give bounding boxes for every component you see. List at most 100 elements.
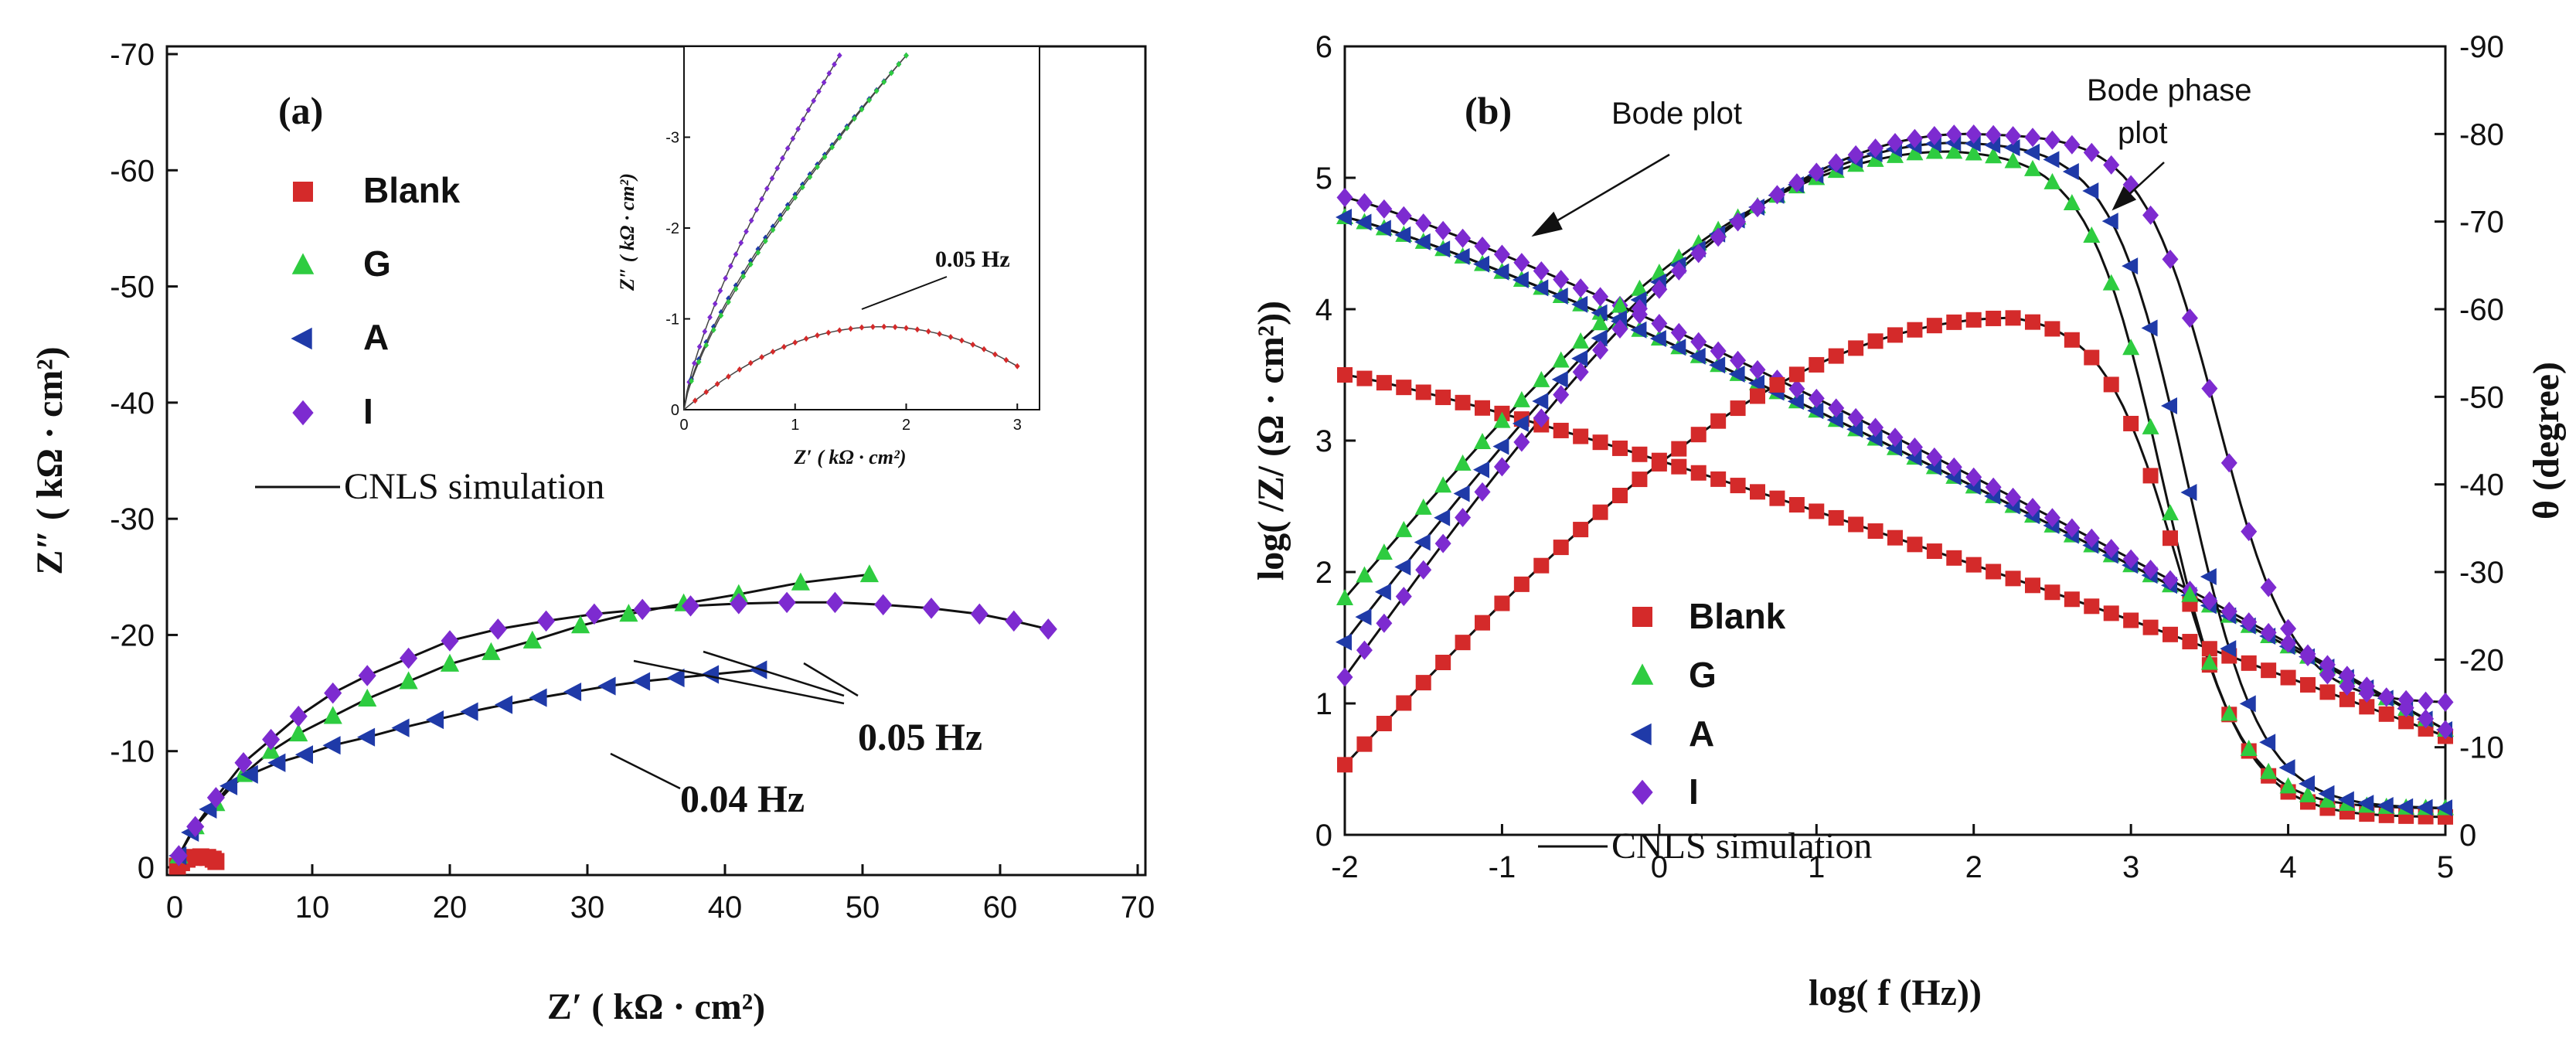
panel-b-y2-axis-title: θ (degree) xyxy=(2526,362,2567,519)
inset-point-blank xyxy=(726,373,731,380)
bode-point-a xyxy=(1709,356,1726,374)
bode-point-i xyxy=(1867,417,1884,438)
inset-point-blank xyxy=(937,331,942,338)
panel-b-annotation-bode: Bode plot xyxy=(1611,97,1742,131)
phase-point-a xyxy=(1414,533,1431,551)
bode-point-i xyxy=(1356,192,1373,213)
inset-point-g xyxy=(740,273,747,280)
phase-point-g xyxy=(1493,411,1511,428)
bode-point-blank xyxy=(2398,713,2414,730)
point-i xyxy=(633,598,652,621)
bode-point-i xyxy=(2024,498,2041,518)
point-a xyxy=(563,682,582,702)
bode-point-blank xyxy=(2005,570,2021,587)
inset-point-i xyxy=(790,135,796,142)
bode-point-blank xyxy=(2359,699,2375,715)
bode-point-i xyxy=(1847,407,1864,427)
bode-point-i xyxy=(2339,666,2356,686)
phase-point-blank xyxy=(1710,413,1727,429)
bode-point-i xyxy=(2005,487,2022,507)
inset-point-blank xyxy=(692,397,698,404)
bode-point-blank xyxy=(2103,605,2119,621)
phase-point-g xyxy=(2162,504,2179,521)
phase-point-a xyxy=(2003,139,2020,157)
panel-a-annotation-arrows xyxy=(610,650,859,790)
phase-point-a xyxy=(2062,162,2079,180)
bode-point-i xyxy=(2142,560,2159,580)
panel-a-data-points xyxy=(168,564,1057,875)
point-i xyxy=(1005,610,1023,632)
point-a xyxy=(391,718,410,737)
panel-b-y-ticks: 0 1 2 3 4 5 6 xyxy=(1315,30,1356,853)
y-tick-label: -40 xyxy=(110,386,155,421)
bode-point-i xyxy=(1749,359,1766,380)
x-tick-label: 0 xyxy=(1651,850,1668,884)
panel-a-annotation-004hz: 0.04 Hz xyxy=(680,777,805,820)
inset-point-i xyxy=(748,217,754,224)
y-tick-label: 0 xyxy=(1315,819,1332,853)
panel-a-inset: 0 1 2 3 0 -1 -2 -3 Z′ ( kΩ · cm²) Z″ ( kΩ · cm… xyxy=(616,46,1040,468)
bode-point-blank xyxy=(2378,706,2394,722)
point-i xyxy=(262,728,281,751)
bode-point-i xyxy=(1906,438,1923,458)
phase-point-a xyxy=(2122,257,2139,275)
point-i xyxy=(730,593,748,615)
phase-point-g xyxy=(1631,279,1649,296)
phase-point-g xyxy=(1533,370,1550,387)
y2-tick-label: -10 xyxy=(2459,731,2504,765)
inset-point-g xyxy=(733,285,739,292)
phase-point-a xyxy=(2082,182,2099,200)
point-i xyxy=(186,816,205,838)
phase-point-a xyxy=(2357,795,2374,812)
bode-point-blank xyxy=(2319,684,2336,700)
phase-point-g xyxy=(1965,144,1982,161)
phase-point-g xyxy=(1434,476,1452,493)
bode-point-i xyxy=(1376,199,1393,219)
inset-point-i xyxy=(744,228,749,235)
x-tick-label: 2 xyxy=(1965,850,1982,884)
bode-point-i xyxy=(2260,622,2277,642)
bode-point-i xyxy=(1592,287,1609,307)
phase-point-i xyxy=(1945,124,1962,145)
phase-point-g xyxy=(2181,585,2199,602)
phase-fit-blank xyxy=(1343,316,2446,819)
phase-point-i xyxy=(1455,508,1472,528)
point-g xyxy=(571,615,590,634)
panel-b-x-ticks: -2 -1 0 1 2 3 4 5 xyxy=(1331,824,2454,884)
inset-x-tick-label: 0 xyxy=(679,417,688,434)
inset-point-blank xyxy=(859,324,865,331)
phase-point-i xyxy=(2299,646,2316,666)
bode-point-a xyxy=(1492,263,1509,281)
inset-point-i xyxy=(811,97,817,104)
point-g xyxy=(440,653,460,672)
phase-point-a xyxy=(1512,414,1529,432)
phase-point-a xyxy=(1532,392,1549,410)
phase-point-blank xyxy=(1926,318,1942,334)
inset-point-i xyxy=(723,274,729,281)
point-a xyxy=(294,745,313,764)
inset-y-tick-label: 0 xyxy=(671,402,679,419)
bode-point-i xyxy=(1828,398,1845,418)
bode-point-i xyxy=(1945,457,1962,477)
panel-a-plot-area xyxy=(165,45,1147,877)
bode-point-blank xyxy=(2163,626,2178,642)
point-i xyxy=(825,591,844,614)
phase-point-g xyxy=(2142,417,2159,434)
phase-point-i xyxy=(1730,212,1747,232)
point-i xyxy=(289,705,308,727)
phase-point-blank xyxy=(1809,356,1825,373)
phase-point-g xyxy=(1985,147,2003,164)
point-a xyxy=(199,799,217,819)
inset-point-g xyxy=(859,106,865,113)
phase-point-a xyxy=(1473,461,1489,478)
inset-point-a xyxy=(710,323,716,330)
inset-point-blank xyxy=(970,341,976,348)
phase-point-blank xyxy=(1887,327,1903,343)
phase-point-i xyxy=(1434,533,1451,553)
bode-point-i xyxy=(2418,709,2435,729)
inset-point-g xyxy=(763,237,768,244)
point-g xyxy=(399,671,418,690)
bode-point-a xyxy=(1532,279,1549,297)
bode-point-a xyxy=(1434,240,1451,258)
x-tick-label: 50 xyxy=(846,890,880,925)
